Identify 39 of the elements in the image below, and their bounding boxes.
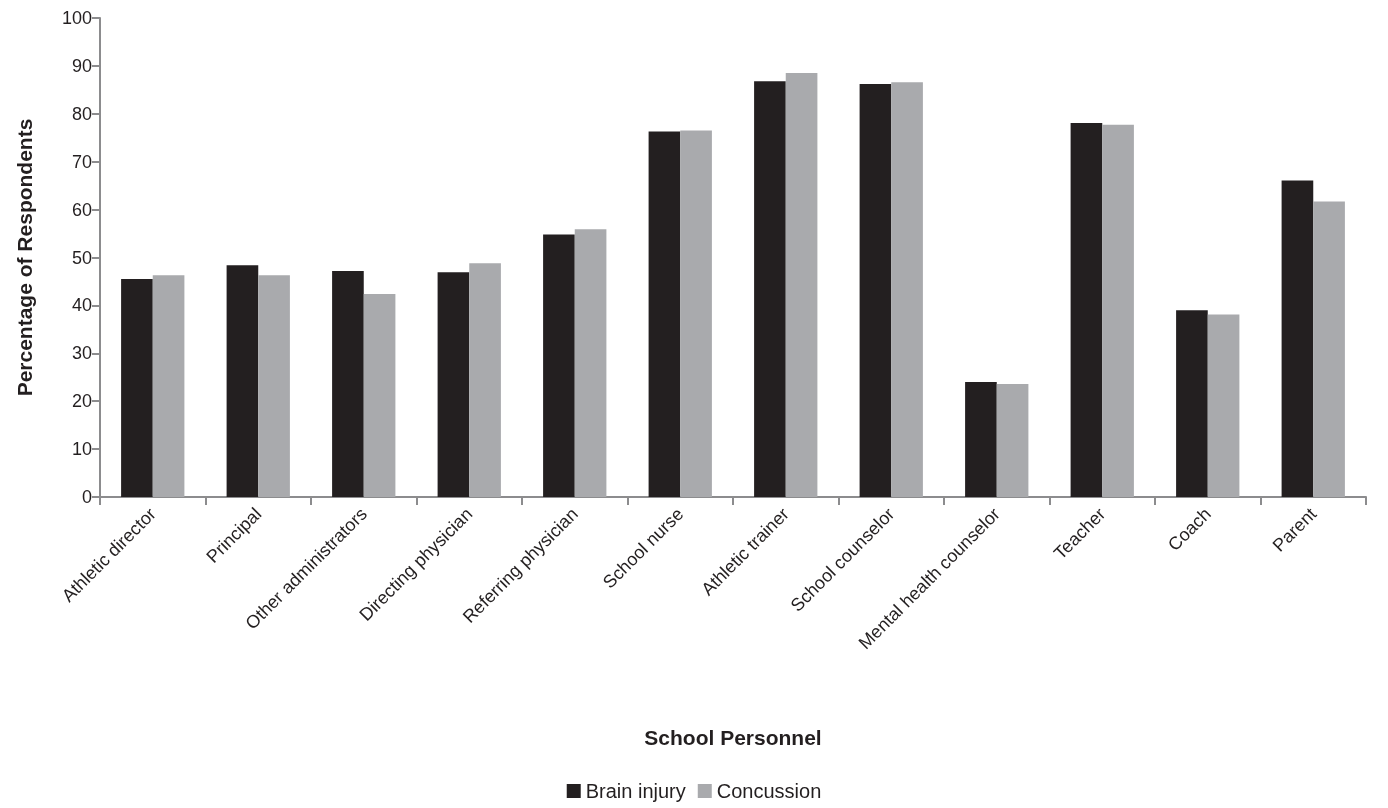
- bar: [258, 275, 290, 497]
- x-axis-title: School Personnel: [644, 726, 822, 749]
- bar: [543, 234, 575, 497]
- y-tick-label: 0: [81, 487, 92, 507]
- y-tick-label: 30: [71, 343, 92, 364]
- bar: [859, 84, 892, 497]
- bar: [363, 293, 396, 497]
- bar: [1207, 314, 1240, 497]
- bar: [1313, 201, 1345, 497]
- bar: [648, 131, 681, 497]
- y-tick-label: 100: [61, 8, 92, 28]
- bar: [965, 382, 997, 497]
- bar: [574, 229, 607, 497]
- bar: [996, 383, 1029, 497]
- y-tick-label: 50: [71, 247, 92, 268]
- y-tick-label: 10: [71, 439, 92, 460]
- y-tick-label: 90: [71, 55, 92, 76]
- y-tick-label: 40: [71, 295, 92, 316]
- y-axis-title: Percentage of Respondents: [13, 118, 36, 397]
- bar: [332, 270, 364, 497]
- y-tick-label: 60: [71, 199, 92, 220]
- bar: [226, 265, 259, 497]
- legend-label: Concussion: [716, 780, 822, 802]
- bar: [754, 81, 786, 497]
- y-tick-label: 20: [71, 391, 92, 412]
- bar: [437, 272, 470, 497]
- y-tick-label: 80: [71, 103, 92, 124]
- bar: [1281, 180, 1314, 497]
- bar: [469, 263, 501, 497]
- bar: [785, 73, 818, 497]
- legend-label: Brain injury: [585, 780, 686, 802]
- y-tick-label: 70: [71, 151, 92, 172]
- bar: [891, 82, 923, 497]
- bar: [152, 275, 185, 497]
- bar: [680, 130, 712, 497]
- bar: [1070, 122, 1103, 497]
- bar: [121, 279, 153, 497]
- bar: [1176, 310, 1208, 497]
- bar: [1102, 124, 1134, 497]
